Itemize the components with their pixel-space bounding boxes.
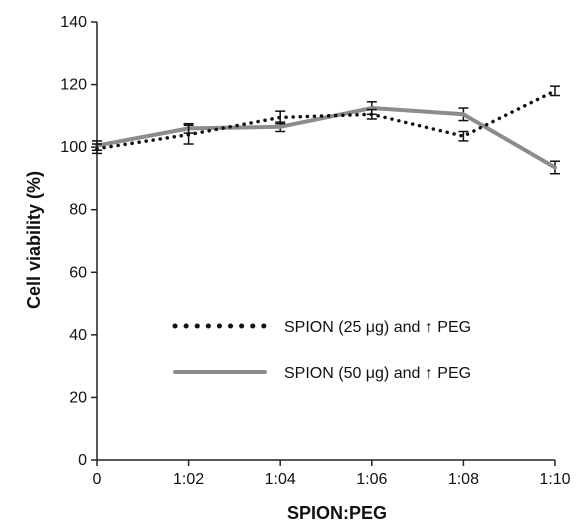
- error-bar: [550, 85, 560, 97]
- x-axis-title: SPION:PEG: [287, 503, 387, 523]
- y-ticks: 0 20 40 60 80 100 120 140: [60, 14, 97, 469]
- series-line: [95, 106, 557, 170]
- legend-item-1: SPION (25 μg) and ↑ PEG: [172, 319, 471, 336]
- y-tick-label: 0: [78, 452, 87, 469]
- y-tick-label: 80: [69, 202, 87, 219]
- y-tick-label: 140: [60, 14, 87, 31]
- x-tick-label: 1:10: [539, 471, 570, 488]
- x-tick-label: 1:02: [173, 471, 204, 488]
- series-2: [92, 101, 560, 175]
- legend-label: SPION (25 μg) and ↑ PEG: [284, 319, 471, 336]
- y-axis-title: Cell viability (%): [24, 171, 44, 309]
- series-1: [92, 85, 560, 155]
- y-tick-label: 20: [69, 389, 87, 406]
- x-tick-label: 1:08: [448, 471, 479, 488]
- y-tick-label: 120: [60, 77, 87, 94]
- axes: [96, 22, 555, 461]
- x-tick-label: 0: [93, 471, 102, 488]
- series-layer: [92, 85, 560, 175]
- error-bar: [458, 130, 469, 142]
- y-tick-label: 100: [60, 139, 87, 156]
- y-tick-label: 40: [69, 327, 87, 344]
- x-tick-label: 1:06: [356, 471, 387, 488]
- series-line: [95, 89, 557, 151]
- legend: SPION (25 μg) and ↑ PEG SPION (50 μg) and…: [172, 319, 471, 382]
- legend-item-2: SPION (50 μg) and ↑ PEG: [173, 365, 471, 382]
- x-ticks: 0 1:02 1:04 1:06 1:08 1:10: [93, 460, 571, 488]
- legend-label: SPION (50 μg) and ↑ PEG: [284, 365, 471, 382]
- y-tick-label: 60: [69, 264, 87, 281]
- x-tick-label: 1:04: [265, 471, 296, 488]
